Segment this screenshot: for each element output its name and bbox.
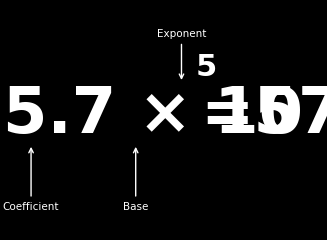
- Text: 5.7 × 10: 5.7 × 10: [3, 84, 303, 146]
- Text: =570000: =570000: [200, 84, 327, 146]
- Text: Base: Base: [123, 148, 148, 212]
- Text: Exponent: Exponent: [157, 29, 206, 78]
- Text: Coefficient: Coefficient: [3, 148, 59, 212]
- Text: 5: 5: [196, 53, 217, 82]
